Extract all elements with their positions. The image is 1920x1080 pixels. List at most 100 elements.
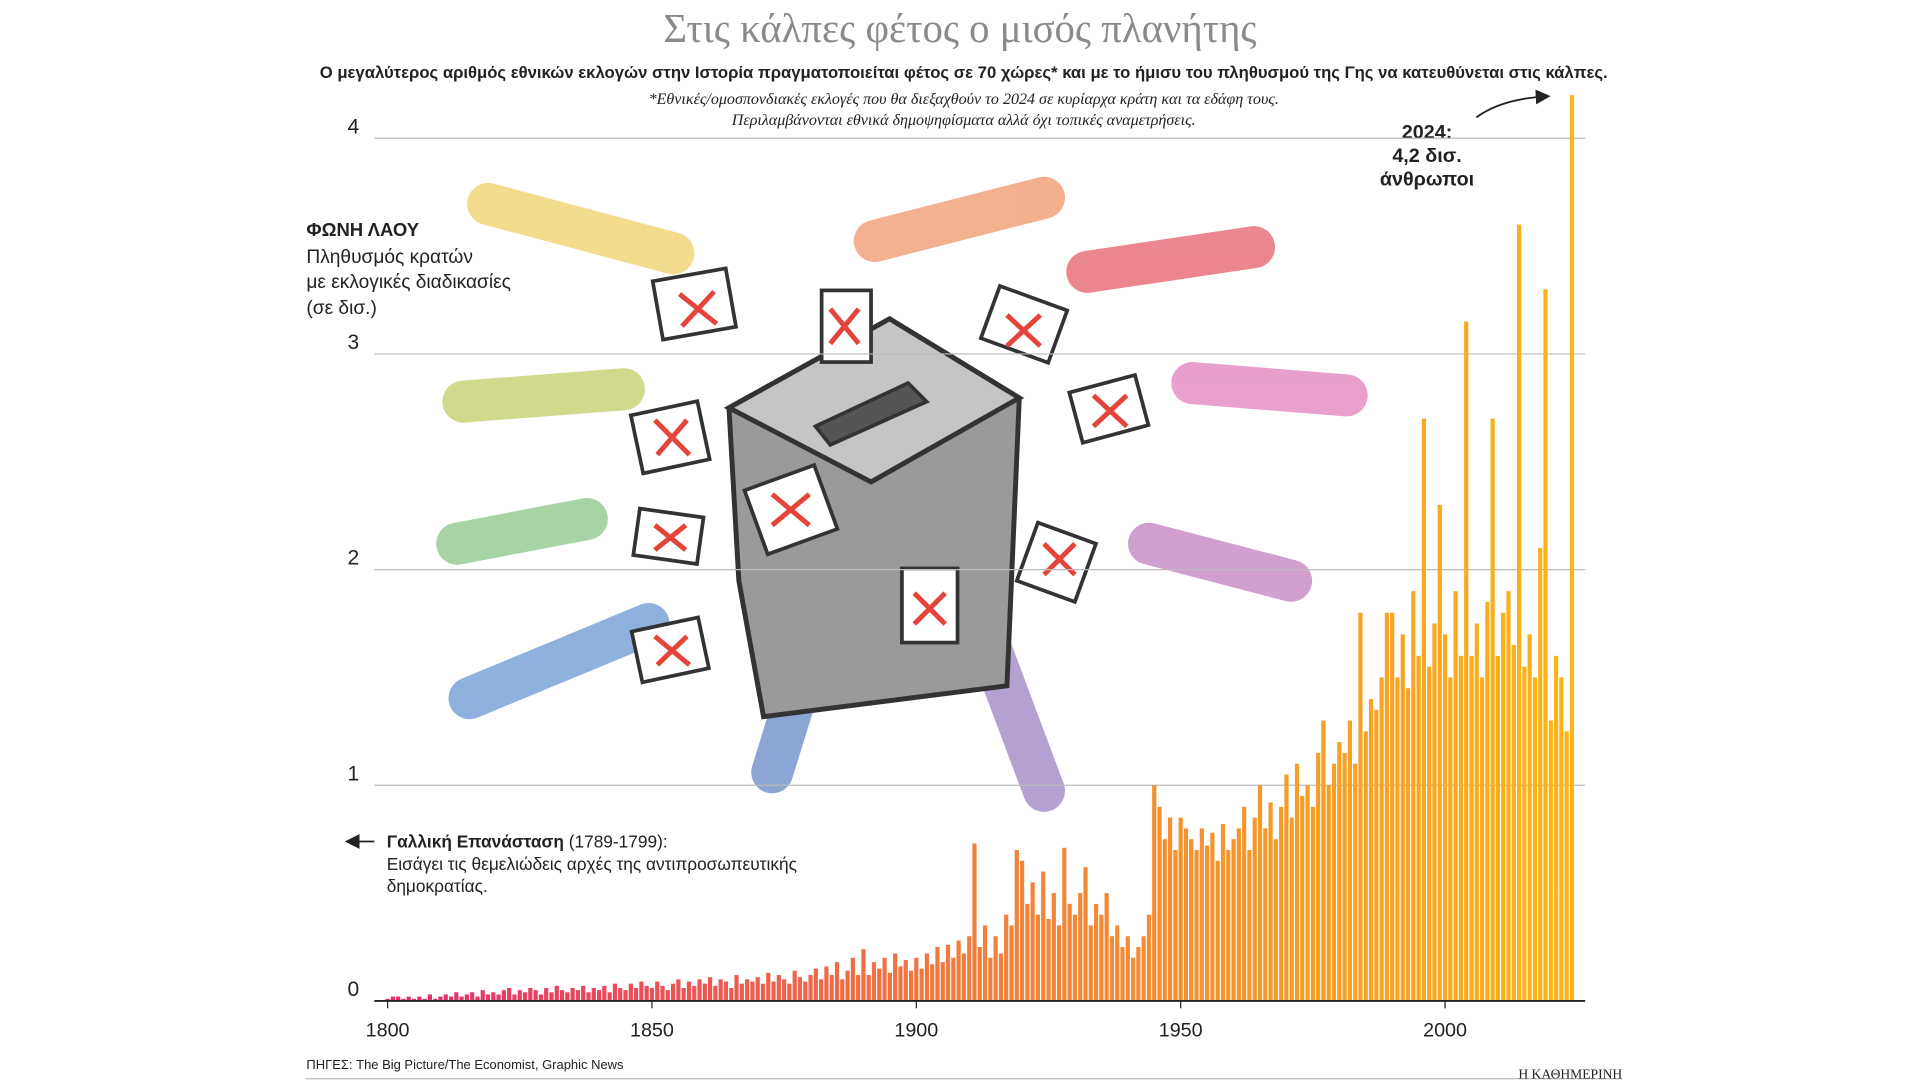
- bar: [893, 953, 898, 1001]
- bar: [1479, 677, 1485, 1001]
- bar: [686, 981, 692, 1001]
- bar: [1220, 824, 1226, 1001]
- bar: [739, 983, 744, 1001]
- bar: [1442, 634, 1448, 1001]
- bar: [427, 994, 432, 1001]
- bar: [1242, 806, 1247, 1001]
- bar: [729, 987, 734, 1001]
- bar: [982, 925, 988, 1001]
- bar: [596, 990, 602, 1001]
- bar: [1199, 828, 1204, 1001]
- bar: [1067, 903, 1072, 1001]
- y-axis-title: ΦΩΝΗ ΛΑΟΥ: [306, 219, 419, 240]
- bar: [1347, 720, 1352, 1001]
- bar: [1205, 845, 1210, 1001]
- bar: [1405, 688, 1411, 1001]
- annotation: Γαλλική Επανάσταση (1789-1799):: [387, 832, 668, 852]
- bar: [411, 998, 417, 1001]
- bar: [692, 985, 697, 1001]
- bar: [776, 975, 781, 1001]
- bar: [819, 979, 824, 1001]
- bar: [1115, 925, 1120, 1001]
- annotation-bold: Γαλλική Επανάσταση: [387, 832, 564, 852]
- bar: [1395, 677, 1400, 1001]
- bar: [808, 975, 813, 1001]
- bar: [1093, 903, 1099, 1001]
- y-tick-label: 4: [348, 115, 360, 138]
- bar: [496, 994, 501, 1001]
- bar: [544, 987, 549, 1001]
- bar: [480, 990, 485, 1001]
- bar: [649, 987, 655, 1001]
- bar: [882, 957, 887, 1001]
- plot: 0 1 2 3 4 1800 1850 1900 1950 2000: [348, 95, 1586, 1042]
- bar: [697, 979, 702, 1001]
- bar: [1305, 785, 1310, 1001]
- bar: [401, 998, 406, 1001]
- bar: [1104, 893, 1109, 1001]
- bar: [559, 990, 565, 1001]
- bar: [390, 996, 395, 1001]
- bar: [422, 998, 427, 1001]
- bar: [750, 981, 755, 1001]
- bar: [1146, 914, 1152, 1001]
- bar: [1390, 612, 1395, 1001]
- bar: [1358, 612, 1363, 1001]
- bar: [1516, 224, 1522, 1001]
- bar: [464, 994, 469, 1001]
- subtitle: Ο μεγαλύτερος αριθμός εθνικών εκλογών στ…: [320, 63, 1608, 82]
- y-axis-label: (σε δισ.): [306, 298, 376, 319]
- bar: [713, 985, 718, 1001]
- bar: [1448, 677, 1453, 1001]
- bar: [1041, 871, 1046, 1001]
- bar: [861, 949, 866, 1001]
- bar: [676, 979, 681, 1001]
- annotation: 4,2 δισ.: [1392, 145, 1461, 167]
- bar: [708, 977, 713, 1001]
- bar: [406, 996, 411, 1001]
- bar: [670, 983, 676, 1001]
- bar: [1374, 709, 1379, 1001]
- bar: [1474, 623, 1479, 1001]
- bar: [396, 996, 401, 1001]
- bar: [1141, 936, 1146, 1001]
- bar: [1432, 623, 1437, 1001]
- bar: [1427, 666, 1432, 1001]
- bar: [1337, 742, 1342, 1001]
- bar: [1400, 634, 1405, 1001]
- y-tick-label: 2: [348, 547, 360, 570]
- bar: [930, 964, 935, 1001]
- bar: [1527, 634, 1532, 1001]
- bar: [1162, 839, 1167, 1001]
- bar: [512, 994, 517, 1001]
- bar: [1263, 828, 1268, 1001]
- y-tick-label: 0: [348, 978, 360, 1001]
- bar: [1004, 914, 1009, 1001]
- bar: [1379, 677, 1384, 1001]
- x-tick-label: 1950: [1159, 1020, 1203, 1042]
- bar: [723, 981, 729, 1001]
- bar: [829, 975, 834, 1001]
- bar: [522, 992, 528, 1001]
- bar: [448, 996, 454, 1001]
- publisher: Η ΚΑΘΗΜΕΡΙΝΗ: [1518, 1067, 1622, 1080]
- bar: [1236, 828, 1241, 1001]
- bar: [1538, 548, 1543, 1001]
- bar: [1099, 914, 1104, 1001]
- bar: [1109, 936, 1115, 1001]
- bar: [1152, 785, 1157, 1001]
- bar: [517, 990, 522, 1001]
- x-tick-label: 1900: [894, 1020, 938, 1042]
- bar: [755, 977, 760, 1001]
- bar: [1569, 95, 1575, 1001]
- bar: [459, 996, 464, 1001]
- annotation: 2024:: [1402, 121, 1453, 143]
- bar: [1300, 796, 1305, 1001]
- bar: [1273, 839, 1278, 1001]
- y-axis-label: Πληθυσμός κρατών: [306, 247, 473, 268]
- bar: [871, 962, 877, 1001]
- bar: [1014, 849, 1019, 1001]
- bar: [856, 975, 861, 1001]
- x-tick-label: 2000: [1423, 1020, 1467, 1042]
- bar: [454, 992, 459, 1001]
